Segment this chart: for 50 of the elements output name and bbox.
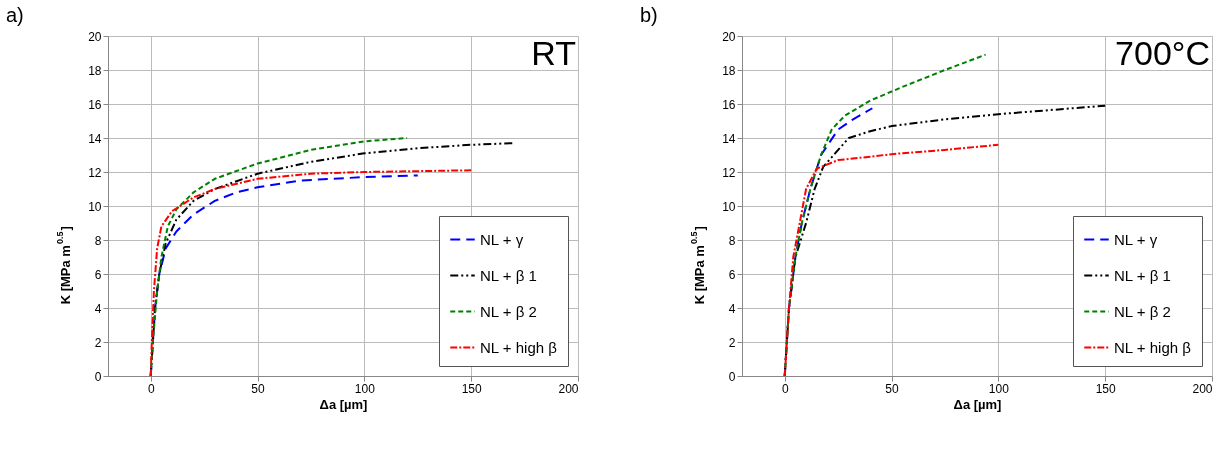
x-tick-label: 100 <box>354 381 376 396</box>
chart-title: a) <box>6 4 24 26</box>
legend-label: NL + β 1 <box>1114 266 1171 284</box>
x-tick-label: 150 <box>1095 381 1117 396</box>
y-tick-label: 18 <box>88 63 102 78</box>
y-tick-label: 14 <box>88 131 102 146</box>
y-tick-label: 0 <box>94 369 102 384</box>
y-tick-label: 6 <box>94 267 102 282</box>
y-tick-label: 10 <box>88 199 102 214</box>
y-tick-label: 20 <box>88 29 102 44</box>
y-tick-label: 4 <box>728 301 736 316</box>
x-tick-label: 50 <box>251 381 266 396</box>
legend-label: NL + γ <box>1114 230 1158 248</box>
y-axis-title: K [MPa m0.5] <box>55 226 73 305</box>
x-axis-title: Δa [µm] <box>319 396 368 412</box>
x-tick-label: 0 <box>781 381 789 396</box>
y-tick-label: 4 <box>94 301 102 316</box>
y-tick-label: 2 <box>728 335 736 350</box>
legend-label: NL + γ <box>480 230 524 248</box>
y-tick-label: 16 <box>88 97 102 112</box>
y-tick-label: 6 <box>728 267 736 282</box>
y-tick-label: 0 <box>728 369 736 384</box>
legend-label: NL + β 1 <box>480 266 537 284</box>
y-tick-label: 20 <box>722 29 736 44</box>
legend-label: NL + high β <box>480 338 558 356</box>
line-series <box>783 143 1000 376</box>
x-tick-label: 50 <box>885 381 900 396</box>
legend-label: NL + β 2 <box>480 302 537 320</box>
x-tick-label: 200 <box>1192 381 1213 396</box>
y-tick-label: 12 <box>722 165 736 180</box>
legend-label: NL + β 2 <box>1114 302 1171 320</box>
y-tick-label: 12 <box>88 165 102 180</box>
line-series <box>149 169 473 376</box>
chart-title: b) <box>640 4 658 26</box>
y-tick-label: 18 <box>722 63 736 78</box>
x-tick-label: 200 <box>558 381 579 396</box>
y-tick-label: 8 <box>94 233 102 248</box>
legend-label: NL + high β <box>1114 338 1192 356</box>
y-axis-title: K [MPa m0.5] <box>689 226 707 305</box>
y-tick-label: 10 <box>722 199 736 214</box>
x-tick-label: 0 <box>147 381 155 396</box>
y-tick-label: 2 <box>94 335 102 350</box>
annotation: 700°C <box>1115 34 1210 72</box>
x-tick-label: 100 <box>988 381 1010 396</box>
y-tick-label: 8 <box>728 233 736 248</box>
x-axis-title: Δa [µm] <box>953 396 1002 412</box>
x-tick-label: 150 <box>461 381 483 396</box>
y-tick-label: 14 <box>722 131 736 146</box>
annotation: RT <box>531 34 576 72</box>
y-tick-label: 16 <box>722 97 736 112</box>
